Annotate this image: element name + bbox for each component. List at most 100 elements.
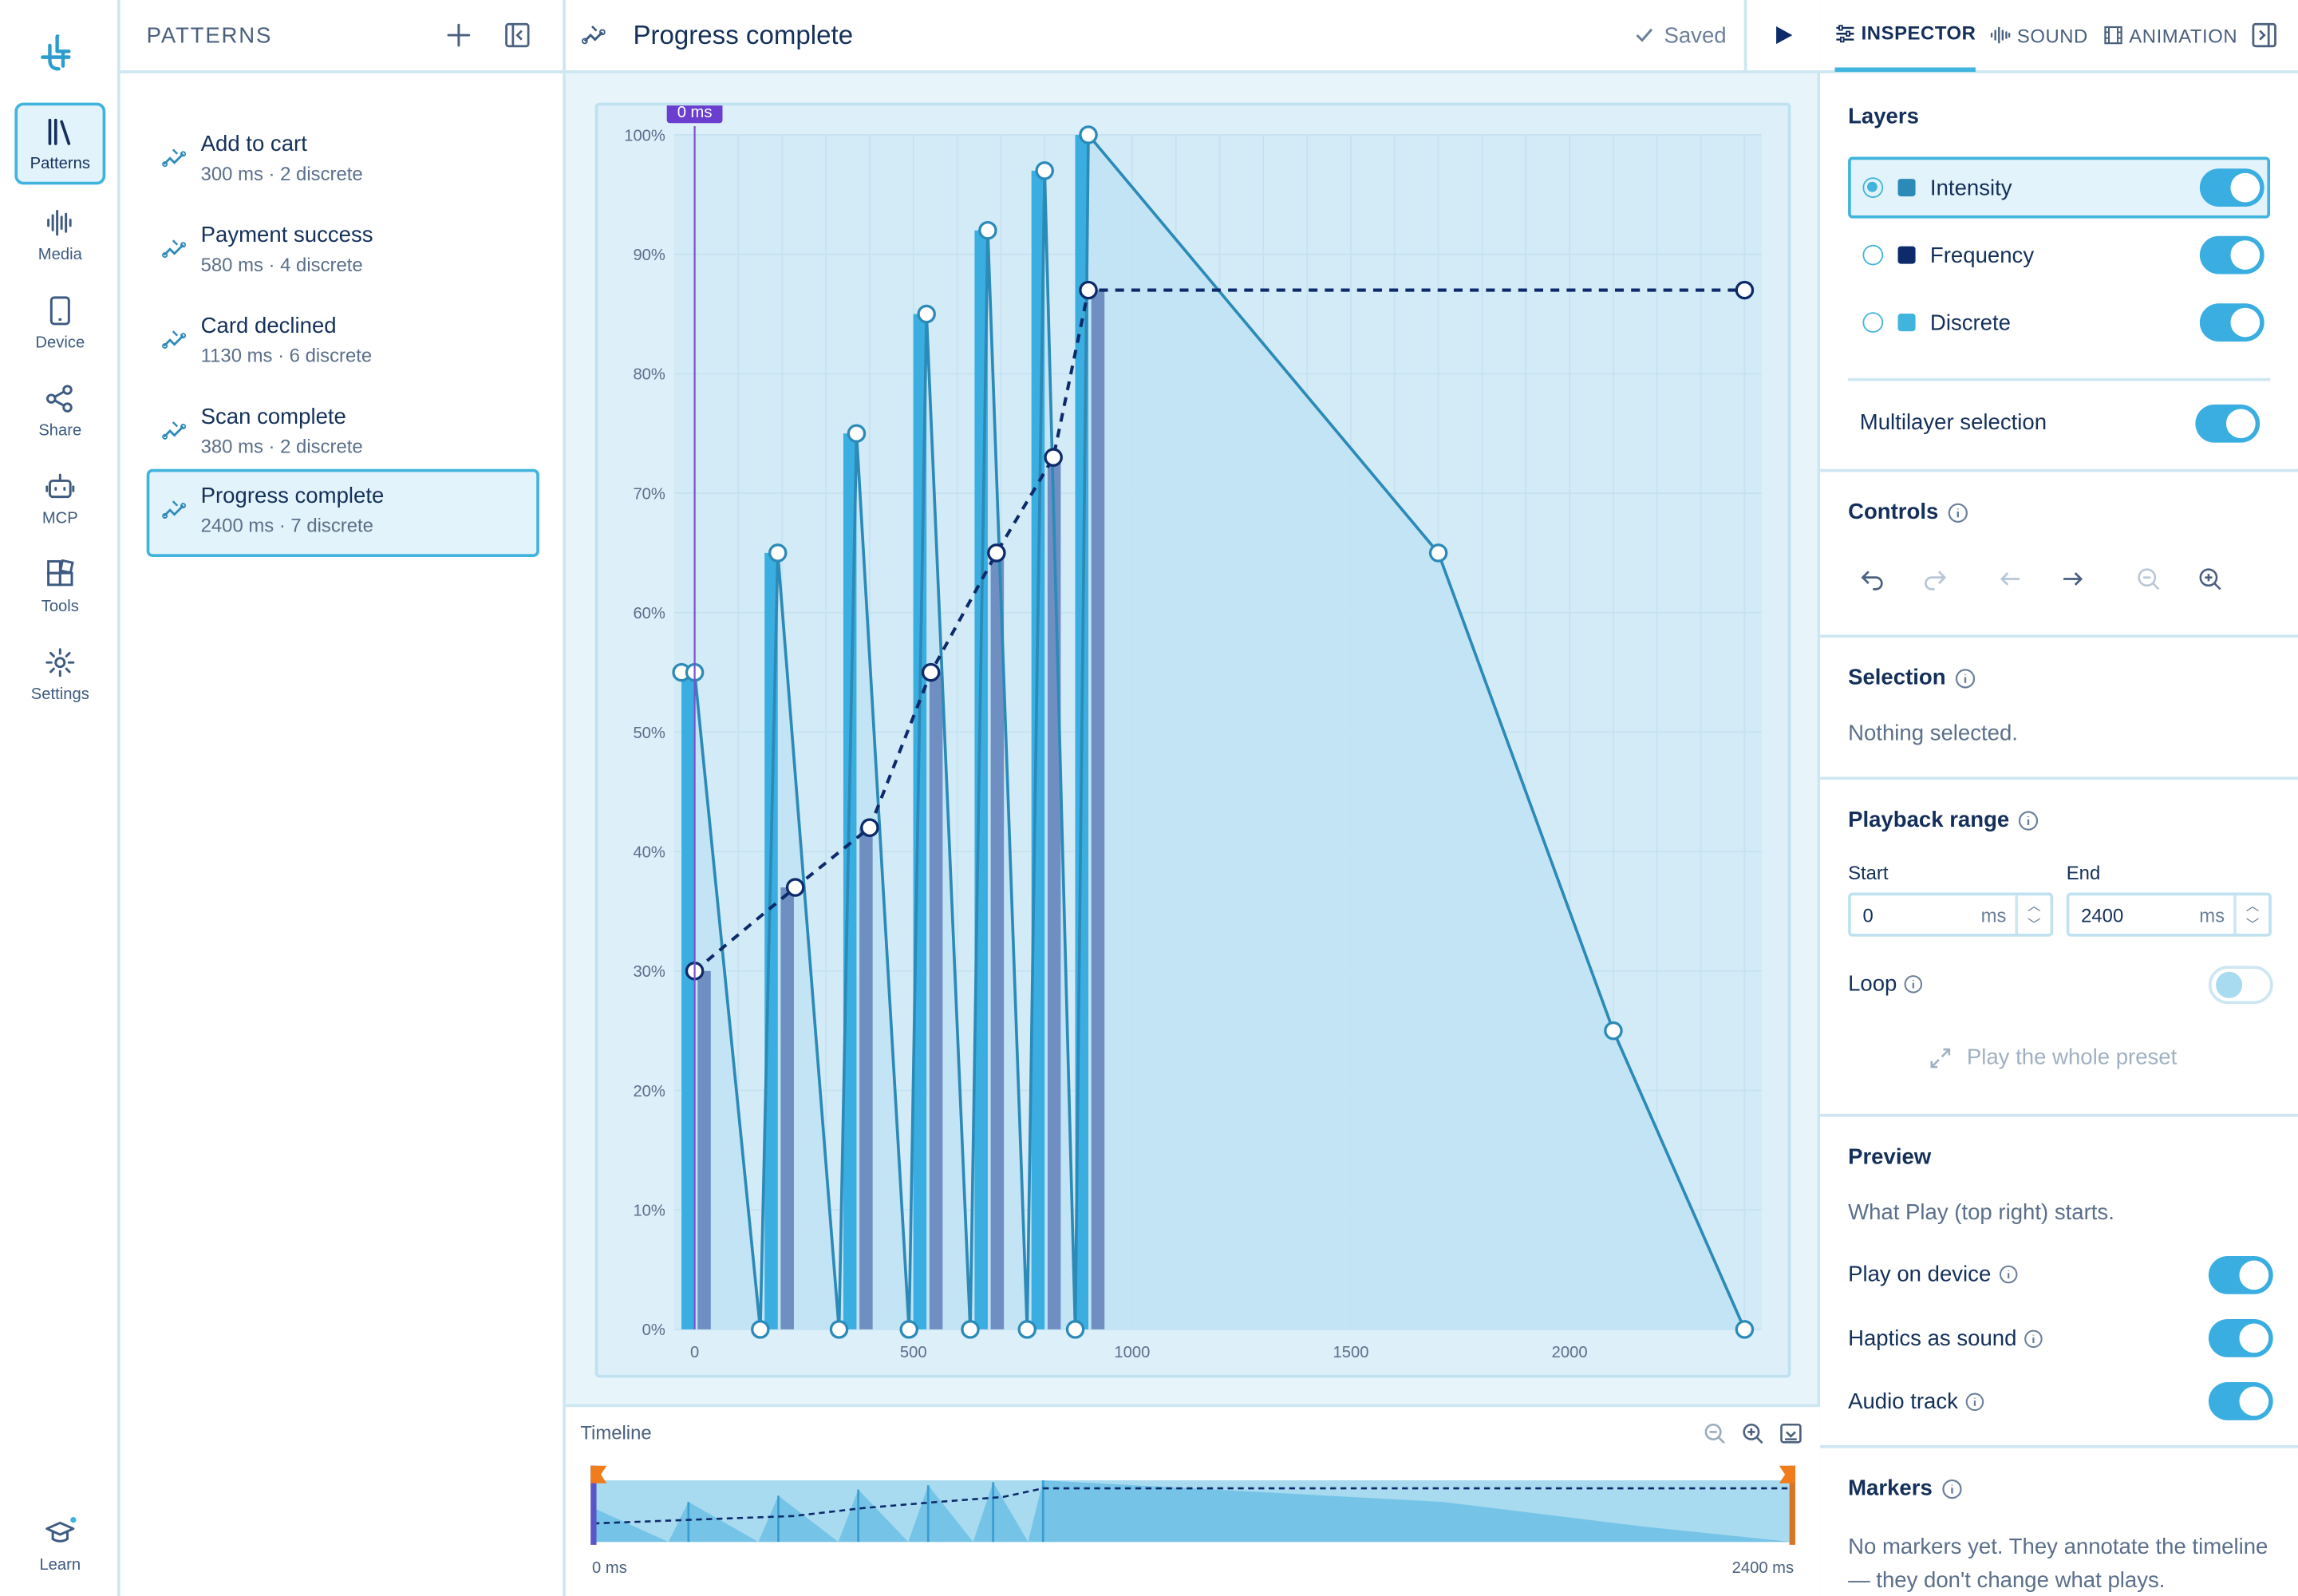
markers-title: Markers	[1848, 1476, 1961, 1501]
next-point-button[interactable]	[2059, 566, 2086, 592]
range-end-handle	[1789, 1465, 1795, 1545]
audio-track-toggle[interactable]	[2208, 1382, 2273, 1420]
range-start-handle	[590, 1465, 597, 1545]
tab-animation[interactable]: ANIMATION	[2103, 0, 2237, 72]
haptics-as-sound-toggle[interactable]	[2208, 1319, 2273, 1357]
range-start-flag	[590, 1465, 607, 1483]
intensity-point	[961, 1320, 980, 1339]
rail-item-label: Learn	[39, 1555, 81, 1574]
chevron-up-icon[interactable]: ︿	[2028, 898, 2041, 914]
timeline-overview[interactable]	[566, 1407, 1820, 1596]
rail-item-patterns[interactable]: Patterns	[14, 102, 106, 185]
frequency-point	[785, 878, 805, 897]
play-button[interactable]	[1743, 0, 1821, 72]
pattern-meta: 580 ms · 4 discrete	[200, 253, 363, 276]
playhead-badge	[666, 105, 723, 124]
multilayer-toggle[interactable]	[2195, 404, 2260, 443]
previous-point-button[interactable]	[1997, 566, 2024, 592]
chevron-down-icon[interactable]: ﹀	[2245, 917, 2260, 933]
layer-radio[interactable]	[1862, 244, 1884, 266]
play-on-device-toggle[interactable]	[2208, 1256, 2273, 1294]
collapse-panel-button[interactable]	[498, 16, 536, 54]
pattern-name: Progress complete	[200, 484, 385, 509]
tab-inspector[interactable]: INSPECTOR	[1834, 0, 1976, 72]
redo-button[interactable]	[1921, 566, 1948, 592]
rail-item-tools[interactable]: Tools	[14, 545, 105, 627]
info-icon[interactable]	[1941, 1478, 1962, 1499]
zoom-in-button[interactable]	[2197, 566, 2223, 592]
rail-item-device[interactable]: Device	[14, 282, 105, 364]
end-stepper[interactable]: ︿ ﹀	[2233, 895, 2268, 934]
playhead-label: 0 ms	[677, 105, 713, 121]
end-unit: ms	[2199, 903, 2225, 926]
loop-toggle[interactable]	[2208, 966, 2273, 1005]
film-icon	[2103, 26, 2122, 45]
end-label: End	[2066, 861, 2101, 884]
pattern-item[interactable]: Add to cart 300 ms · 2 discrete	[147, 117, 539, 205]
selection-section: Selection Nothing selected.	[1820, 638, 2298, 780]
layer-row-discrete[interactable]: Discrete	[1848, 292, 2270, 354]
layer-visibility-toggle[interactable]	[2199, 235, 2264, 275]
chevron-down-icon[interactable]: ﹀	[2028, 917, 2041, 933]
info-icon[interactable]	[1998, 1265, 2017, 1284]
timeline-intensity-area	[593, 1480, 1793, 1543]
pattern-icon	[161, 497, 188, 523]
discrete-bar-sharpness	[929, 672, 943, 1329]
sound-wave-icon	[1991, 26, 2011, 44]
discrete-bar-sharpness	[1047, 457, 1061, 1329]
start-input[interactable]: 0 ms ︿ ﹀	[1848, 892, 2054, 937]
play-whole-preset-button[interactable]: Play the whole preset	[1929, 1045, 2177, 1070]
rail-item-settings[interactable]: Settings	[14, 633, 105, 715]
timeline-start-label: 0 ms	[592, 1559, 627, 1578]
undo-button[interactable]	[1860, 566, 1886, 592]
haptic-chart[interactable]: 0% 10% 20% 30% 40% 50% 60% 70% 80% 90% 100% 0 500 100…	[594, 102, 1794, 1381]
rail-item-share[interactable]: Share	[14, 369, 105, 452]
end-input[interactable]: 2400 ms ︿ ﹀	[2066, 892, 2272, 937]
layer-row-intensity[interactable]: Intensity	[1848, 156, 2271, 219]
audio-track-label: Audio track	[1848, 1389, 1958, 1415]
discrete-bar-sharpness	[1091, 290, 1105, 1329]
start-stepper[interactable]: ︿ ﹀	[2015, 895, 2050, 934]
panel-collapse-right-icon[interactable]	[2251, 22, 2277, 49]
tab-sound[interactable]: SOUND	[1991, 0, 2088, 72]
layer-visibility-toggle[interactable]	[2199, 303, 2264, 342]
fit-timeline-icon[interactable]	[1779, 1422, 1802, 1445]
editor-top-bar: Progress complete Saved	[565, 0, 1821, 73]
discrete-bar-intensity	[681, 672, 695, 1329]
info-icon[interactable]	[1965, 1393, 1984, 1412]
info-icon[interactable]	[2024, 1329, 2043, 1349]
haptics-as-sound-label: Haptics as sound	[1848, 1326, 2017, 1352]
rail-item-media[interactable]: Media	[14, 193, 105, 275]
info-icon[interactable]	[1905, 974, 1924, 994]
zoom-in-icon[interactable]	[1741, 1422, 1764, 1445]
layer-row-frequency[interactable]: Frequency	[1848, 224, 2270, 286]
layer-radio[interactable]	[1862, 312, 1884, 333]
frequency-point	[1044, 448, 1063, 467]
pattern-item[interactable]: Card declined 1130 ms · 6 discrete	[147, 299, 539, 387]
pattern-item[interactable]: Payment success 580 ms · 4 discrete	[147, 208, 539, 296]
chevron-up-icon[interactable]: ︿	[2245, 898, 2260, 914]
zoom-out-icon[interactable]	[1703, 1422, 1726, 1445]
phone-icon	[49, 295, 70, 325]
info-icon[interactable]	[2018, 810, 2039, 831]
zoom-out-button[interactable]	[2135, 566, 2162, 592]
control-buttons	[1860, 566, 2259, 592]
layer-visibility-toggle[interactable]	[2199, 168, 2264, 207]
start-label: Start	[1848, 861, 1889, 884]
rail-item-learn[interactable]: Learn	[14, 1503, 105, 1586]
rail-item-mcp[interactable]: MCP	[14, 457, 105, 539]
timeline-label: Timeline	[580, 1421, 652, 1444]
haptic-chart-svg[interactable]: 0% 10% 20% 30% 40% 50% 60% 70% 80% 90% 100% 0 500 100…	[598, 105, 1794, 1381]
frequency-point	[921, 662, 941, 682]
add-pattern-button[interactable]	[440, 16, 478, 54]
info-icon[interactable]	[1947, 502, 1968, 523]
pattern-item[interactable]: Scan complete 380 ms · 2 discrete	[147, 390, 539, 478]
layer-radio[interactable]	[1862, 177, 1884, 198]
rail-item-label: MCP	[41, 509, 78, 527]
rail-item-label: Device	[35, 333, 85, 351]
layer-swatch	[1897, 246, 1916, 264]
editor-area: Progress complete Saved 0% 10% 20% 30% 40% 50…	[565, 0, 1821, 1596]
info-icon[interactable]	[1955, 668, 1976, 689]
patterns-panel: PATTERNS Add to cart 300 ms · 2 discrete P…	[120, 0, 566, 1596]
pattern-item[interactable]: Progress complete 2400 ms · 7 discrete	[146, 468, 539, 557]
